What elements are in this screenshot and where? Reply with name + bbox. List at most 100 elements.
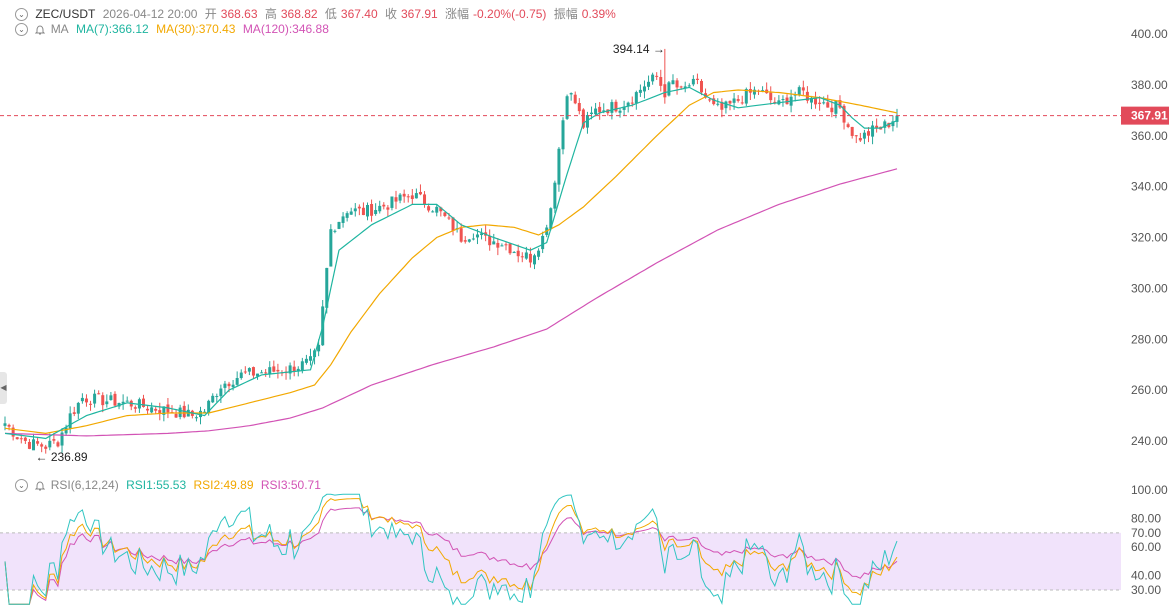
candle-body [64, 427, 68, 434]
candle-body [447, 217, 451, 219]
candle-body [23, 437, 27, 441]
candle-body [524, 252, 528, 259]
candle-body [618, 110, 622, 113]
candle-body [752, 89, 756, 95]
ma-label: MA [50, 22, 69, 36]
candle-body [659, 77, 663, 86]
rsi1-value: RSI1:55.53 [126, 478, 187, 492]
amplitude-value: 0.39% [581, 7, 616, 21]
collapse-handle[interactable]: ◀ [0, 372, 7, 404]
candle-body [93, 393, 97, 404]
candle-body [296, 368, 300, 372]
candle-body [642, 86, 646, 92]
candle-body [781, 99, 785, 101]
candle-body [602, 110, 606, 112]
open-value: 368.63 [220, 7, 258, 21]
candle-body [858, 138, 862, 141]
bell-icon[interactable] [35, 25, 46, 35]
candle-body [235, 378, 239, 385]
candle-body [27, 441, 31, 449]
candle-body [797, 87, 801, 95]
candle-body [121, 401, 125, 404]
candle-body [830, 107, 834, 113]
candle-body [504, 244, 508, 246]
candle-body [398, 194, 402, 201]
rsi1-line [4, 493, 898, 606]
candle-body [724, 101, 728, 109]
candle-body [471, 238, 475, 240]
candle-body [256, 373, 260, 377]
rsi-tick-label: 80.00 [1131, 512, 1161, 526]
candle-body [862, 132, 866, 139]
candle-body [32, 439, 36, 451]
candle-body [341, 216, 345, 223]
candle-body [557, 148, 561, 185]
chevron-down-icon[interactable]: ⌄ [15, 8, 28, 22]
candle-body [239, 372, 243, 379]
candle-body [695, 78, 699, 80]
amplitude-label: 振幅 [553, 7, 578, 21]
candle-body [818, 102, 822, 104]
ma30-value: MA(30):370.43 [156, 22, 236, 36]
rsi-label: RSI(6,12,24) [50, 478, 119, 492]
candle-body [60, 432, 64, 446]
candle-body [622, 106, 626, 110]
candle-body [370, 203, 374, 216]
candle-body [842, 105, 846, 123]
candle-body [19, 438, 23, 440]
candle-body [809, 97, 813, 103]
y-tick-label: 380.00 [1131, 78, 1168, 92]
candle-body [541, 235, 545, 250]
last-price-label: 367.91 [1131, 109, 1168, 123]
candle-body [496, 242, 500, 248]
candle-body [7, 424, 11, 427]
candle-body [814, 97, 818, 105]
high-label: 高 [264, 7, 277, 21]
y-tick-label: 360.00 [1131, 129, 1168, 143]
candle-body [716, 103, 720, 105]
y-tick-label: 400.00 [1131, 27, 1168, 41]
candle-body [146, 408, 150, 411]
candle-body [577, 102, 581, 112]
candle-body [492, 241, 496, 245]
candle-body [52, 439, 56, 441]
candle-body [178, 407, 182, 418]
rsi-tick-label: 60.00 [1131, 540, 1161, 554]
change-value: -0.20%(-0.75) [473, 7, 547, 21]
candle-body [561, 120, 565, 150]
candle-body [463, 240, 467, 242]
bell-icon[interactable] [35, 481, 46, 491]
low-value: 367.40 [340, 7, 378, 21]
candle-body [610, 102, 614, 113]
rsi3-value: RSI3:50.71 [260, 478, 321, 492]
candle-body [394, 197, 398, 202]
chevron-down-icon[interactable]: ⌄ [15, 23, 28, 37]
candle-body [357, 206, 361, 209]
candle-body [871, 125, 875, 137]
candle-body [402, 193, 406, 197]
candle-body [317, 344, 321, 352]
candle-body [304, 358, 308, 363]
ma7-value: MA(7):366.12 [76, 22, 149, 36]
chevron-down-icon[interactable]: ⌄ [15, 479, 28, 493]
candle-body [84, 398, 88, 403]
candle-body [480, 233, 484, 236]
candle-body [508, 243, 512, 254]
open-label: 开 [204, 7, 217, 21]
high-marker: 394.14 → [613, 42, 665, 56]
candle-body [565, 96, 569, 119]
candle-body [512, 252, 516, 254]
candle-body [288, 365, 292, 374]
candle-body [647, 81, 651, 87]
candle-body [838, 100, 842, 108]
candle-body [406, 196, 410, 198]
candle-body [736, 99, 740, 101]
candle-body [850, 126, 854, 136]
candle-body [337, 221, 341, 229]
candle-body [158, 410, 162, 414]
candle-body [785, 97, 789, 105]
rsi-legend: ⌄ RSI(6,12,24) RSI1:55.53 RSI2:49.89 RSI… [15, 478, 325, 493]
candle-body [532, 255, 536, 265]
candle-body [80, 397, 84, 402]
